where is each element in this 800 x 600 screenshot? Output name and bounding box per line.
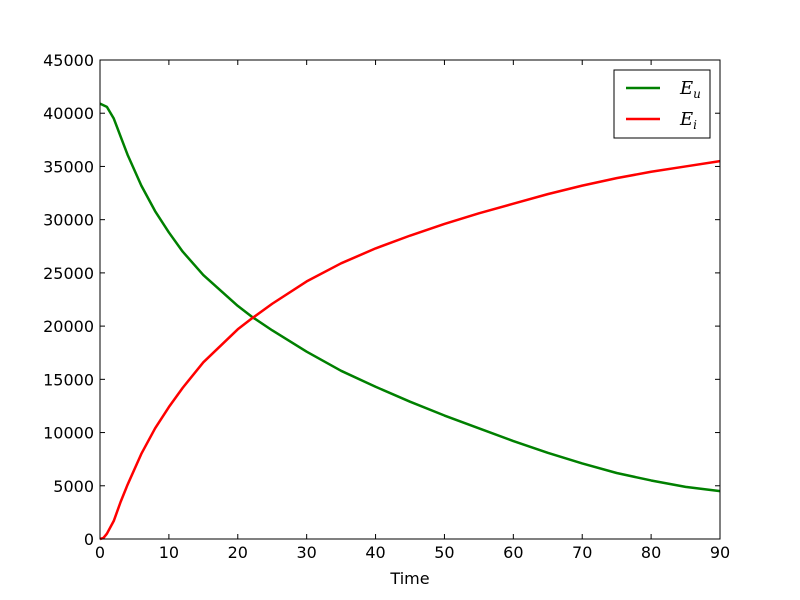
x-tick-label: 40 <box>365 543 385 562</box>
y-tick-label: 25000 <box>43 264 94 283</box>
legend: Eu Ei <box>613 69 711 139</box>
axes: 0 10 20 30 40 50 60 70 80 90 0 5000 10000 15000 20000 2… <box>43 51 730 562</box>
x-axis-label: Time <box>389 569 429 588</box>
series-line-e-u <box>99 102 721 493</box>
legend-label: Eu <box>679 78 701 101</box>
x-tick-label: 30 <box>296 543 316 562</box>
x-tick-label: 90 <box>710 543 730 562</box>
legend-label: Ei <box>679 109 697 132</box>
y-tick-label: 5000 <box>53 477 94 496</box>
x-tick-label: 20 <box>228 543 248 562</box>
x-tick-label: 0 <box>95 543 105 562</box>
y-tick-label: 20000 <box>43 317 94 336</box>
y-tick-label: 40000 <box>43 104 94 123</box>
y-tick-label: 30000 <box>43 211 94 230</box>
legend-box <box>613 69 711 139</box>
y-tick-label: 15000 <box>43 370 94 389</box>
plot-area <box>99 102 721 541</box>
x-tick-label: 10 <box>159 543 179 562</box>
y-tick-label: 10000 <box>43 424 94 443</box>
x-tick-label: 80 <box>641 543 661 562</box>
y-tick-label: 45000 <box>43 51 94 70</box>
y-tick-label: 0 <box>84 530 94 549</box>
axes-frame <box>99 59 721 540</box>
x-tick-label: 70 <box>572 543 592 562</box>
x-tick-label: 60 <box>503 543 523 562</box>
x-tick-label: 50 <box>434 543 454 562</box>
y-tick-label: 35000 <box>43 157 94 176</box>
series-line-e-i <box>99 159 721 541</box>
